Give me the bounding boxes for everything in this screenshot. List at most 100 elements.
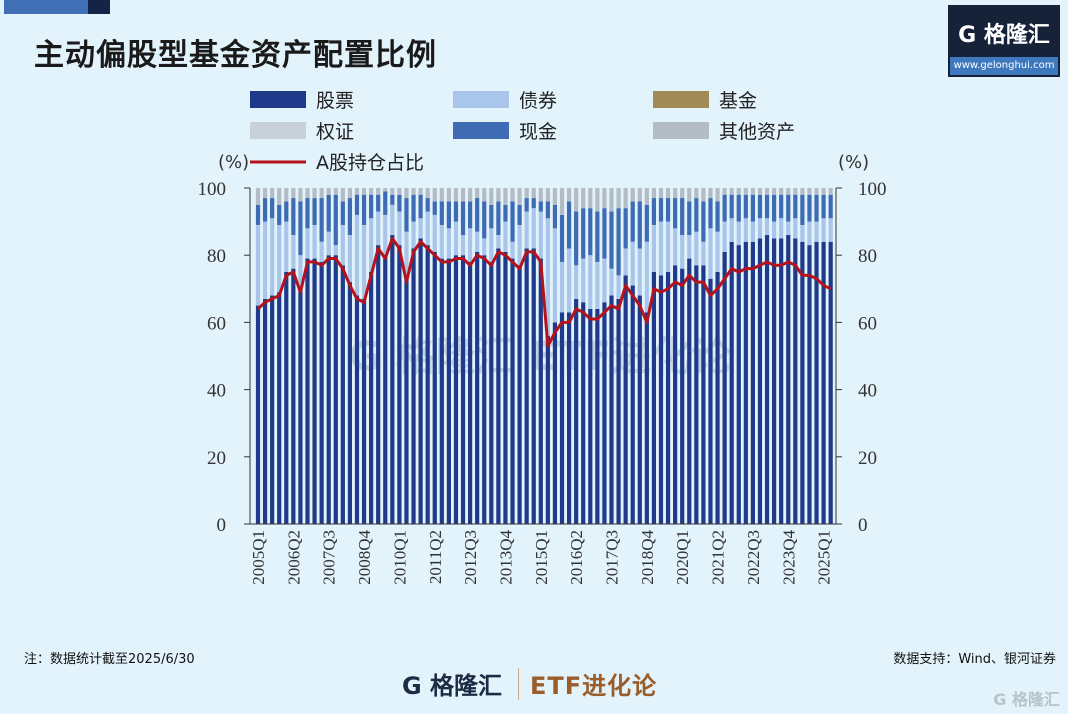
bar-股票-73: [772, 238, 777, 524]
bar-债券-19: [390, 204, 395, 236]
bar-股票-3: [277, 292, 282, 524]
bar-股票-45: [574, 298, 579, 524]
bar-股票-76: [793, 238, 798, 524]
bar-现金-0: [255, 204, 261, 225]
bar-债券-38: [524, 211, 529, 249]
bar-债券-8: [312, 224, 317, 259]
bar-现金-54: [637, 201, 642, 249]
bar-股票-48: [595, 308, 600, 524]
bar-其他资产-26: [439, 188, 444, 202]
bar-股票-43: [559, 312, 565, 524]
bar-股票-66: [722, 251, 727, 524]
bar-债券-35: [503, 221, 508, 252]
bar-现金-62: [694, 198, 699, 232]
bar-股票-20: [397, 245, 402, 524]
bar-现金-14: [354, 194, 360, 215]
bar-其他资产-20: [397, 188, 402, 195]
bar-债券-52: [623, 248, 628, 276]
bar-股票-75: [786, 235, 791, 525]
left-tick-label: 80: [207, 246, 226, 267]
bar-股票-56: [651, 272, 657, 524]
bar-现金-29: [460, 201, 466, 236]
bar-债券-74: [779, 218, 784, 239]
bar-债券-43: [559, 261, 565, 313]
bar-债券-41: [545, 218, 550, 336]
bar-现金-5: [291, 198, 296, 236]
bar-债券-55: [644, 241, 649, 313]
bar-债券-11: [333, 245, 338, 256]
bar-债券-80: [821, 218, 826, 242]
bar-股票-41: [545, 335, 550, 524]
bar-现金-18: [383, 191, 388, 215]
bar-股票-15: [361, 298, 367, 524]
bar-其他资产-19: [390, 188, 395, 195]
bar-现金-65: [715, 201, 720, 232]
gelonghui-logo: G 格隆汇 www.gelonghui.com: [948, 5, 1060, 77]
bar-现金-19: [390, 194, 395, 205]
bar-股票-4: [284, 272, 289, 524]
bar-其他资产-33: [489, 188, 494, 205]
bar-其他资产-18: [383, 188, 388, 192]
x-tick-label: 2008Q4: [355, 530, 374, 585]
bar-其他资产-1: [262, 188, 268, 199]
bar-债券-34: [496, 235, 501, 249]
bar-其他资产-24: [425, 188, 430, 199]
bar-现金-80: [821, 194, 826, 219]
bar-债券-22: [411, 221, 416, 249]
bar-现金-9: [319, 198, 324, 242]
bar-股票-26: [439, 258, 444, 524]
bar-股票-55: [644, 312, 649, 524]
bar-股票-63: [701, 265, 706, 524]
bar-其他资产-58: [665, 188, 671, 199]
bar-其他资产-7: [305, 188, 310, 199]
bar-债券-51: [616, 275, 621, 299]
bar-股票-5: [291, 268, 296, 524]
right-tick-label: 100: [858, 179, 887, 200]
bar-股票-13: [347, 282, 353, 524]
bar-现金-23: [418, 194, 423, 219]
bar-其他资产-34: [496, 188, 501, 202]
bar-其他资产-14: [354, 188, 360, 195]
bar-债券-76: [793, 218, 798, 239]
bar-股票-22: [411, 248, 416, 525]
x-tick-label: 2011Q2: [426, 530, 445, 584]
bar-现金-39: [531, 198, 536, 209]
x-tick-label: 2012Q3: [461, 530, 480, 585]
bar-债券-79: [814, 221, 819, 242]
bar-其他资产-22: [411, 188, 416, 195]
bar-债券-14: [354, 214, 360, 296]
bar-其他资产-17: [376, 188, 381, 195]
bar-股票-69: [743, 241, 748, 524]
bar-债券-10: [326, 231, 331, 256]
bar-现金-81: [828, 194, 833, 219]
bar-债券-25: [432, 214, 437, 252]
x-tick-label: 2021Q2: [709, 530, 728, 585]
bar-债券-7: [305, 228, 310, 259]
bar-股票-40: [538, 258, 543, 524]
bar-债券-72: [764, 218, 770, 236]
bar-现金-53: [630, 201, 635, 242]
bar-其他资产-81: [828, 188, 833, 195]
bar-债券-5: [291, 235, 296, 269]
bar-现金-21: [404, 198, 409, 232]
bar-股票-9: [319, 261, 324, 524]
legend-swatch-2: [653, 91, 709, 108]
bar-其他资产-60: [680, 188, 685, 199]
legend-label-3: 权证: [316, 121, 354, 143]
bar-股票-36: [510, 258, 515, 524]
bar-债券-69: [743, 218, 748, 242]
bar-其他资产-63: [701, 188, 706, 202]
bar-其他资产-36: [510, 188, 515, 202]
bar-股票-77: [800, 241, 805, 524]
bar-债券-36: [510, 241, 515, 259]
bar-其他资产-51: [616, 188, 621, 209]
bar-股票-81: [828, 241, 833, 524]
bar-现金-10: [326, 194, 331, 232]
bar-债券-54: [637, 248, 642, 296]
bar-其他资产-8: [312, 188, 317, 199]
x-tick-label: 2020Q1: [673, 530, 692, 585]
legend-label-4: 现金: [519, 121, 557, 143]
bar-股票-47: [588, 308, 593, 524]
bar-债券-66: [722, 221, 727, 252]
bar-债券-23: [418, 218, 423, 239]
